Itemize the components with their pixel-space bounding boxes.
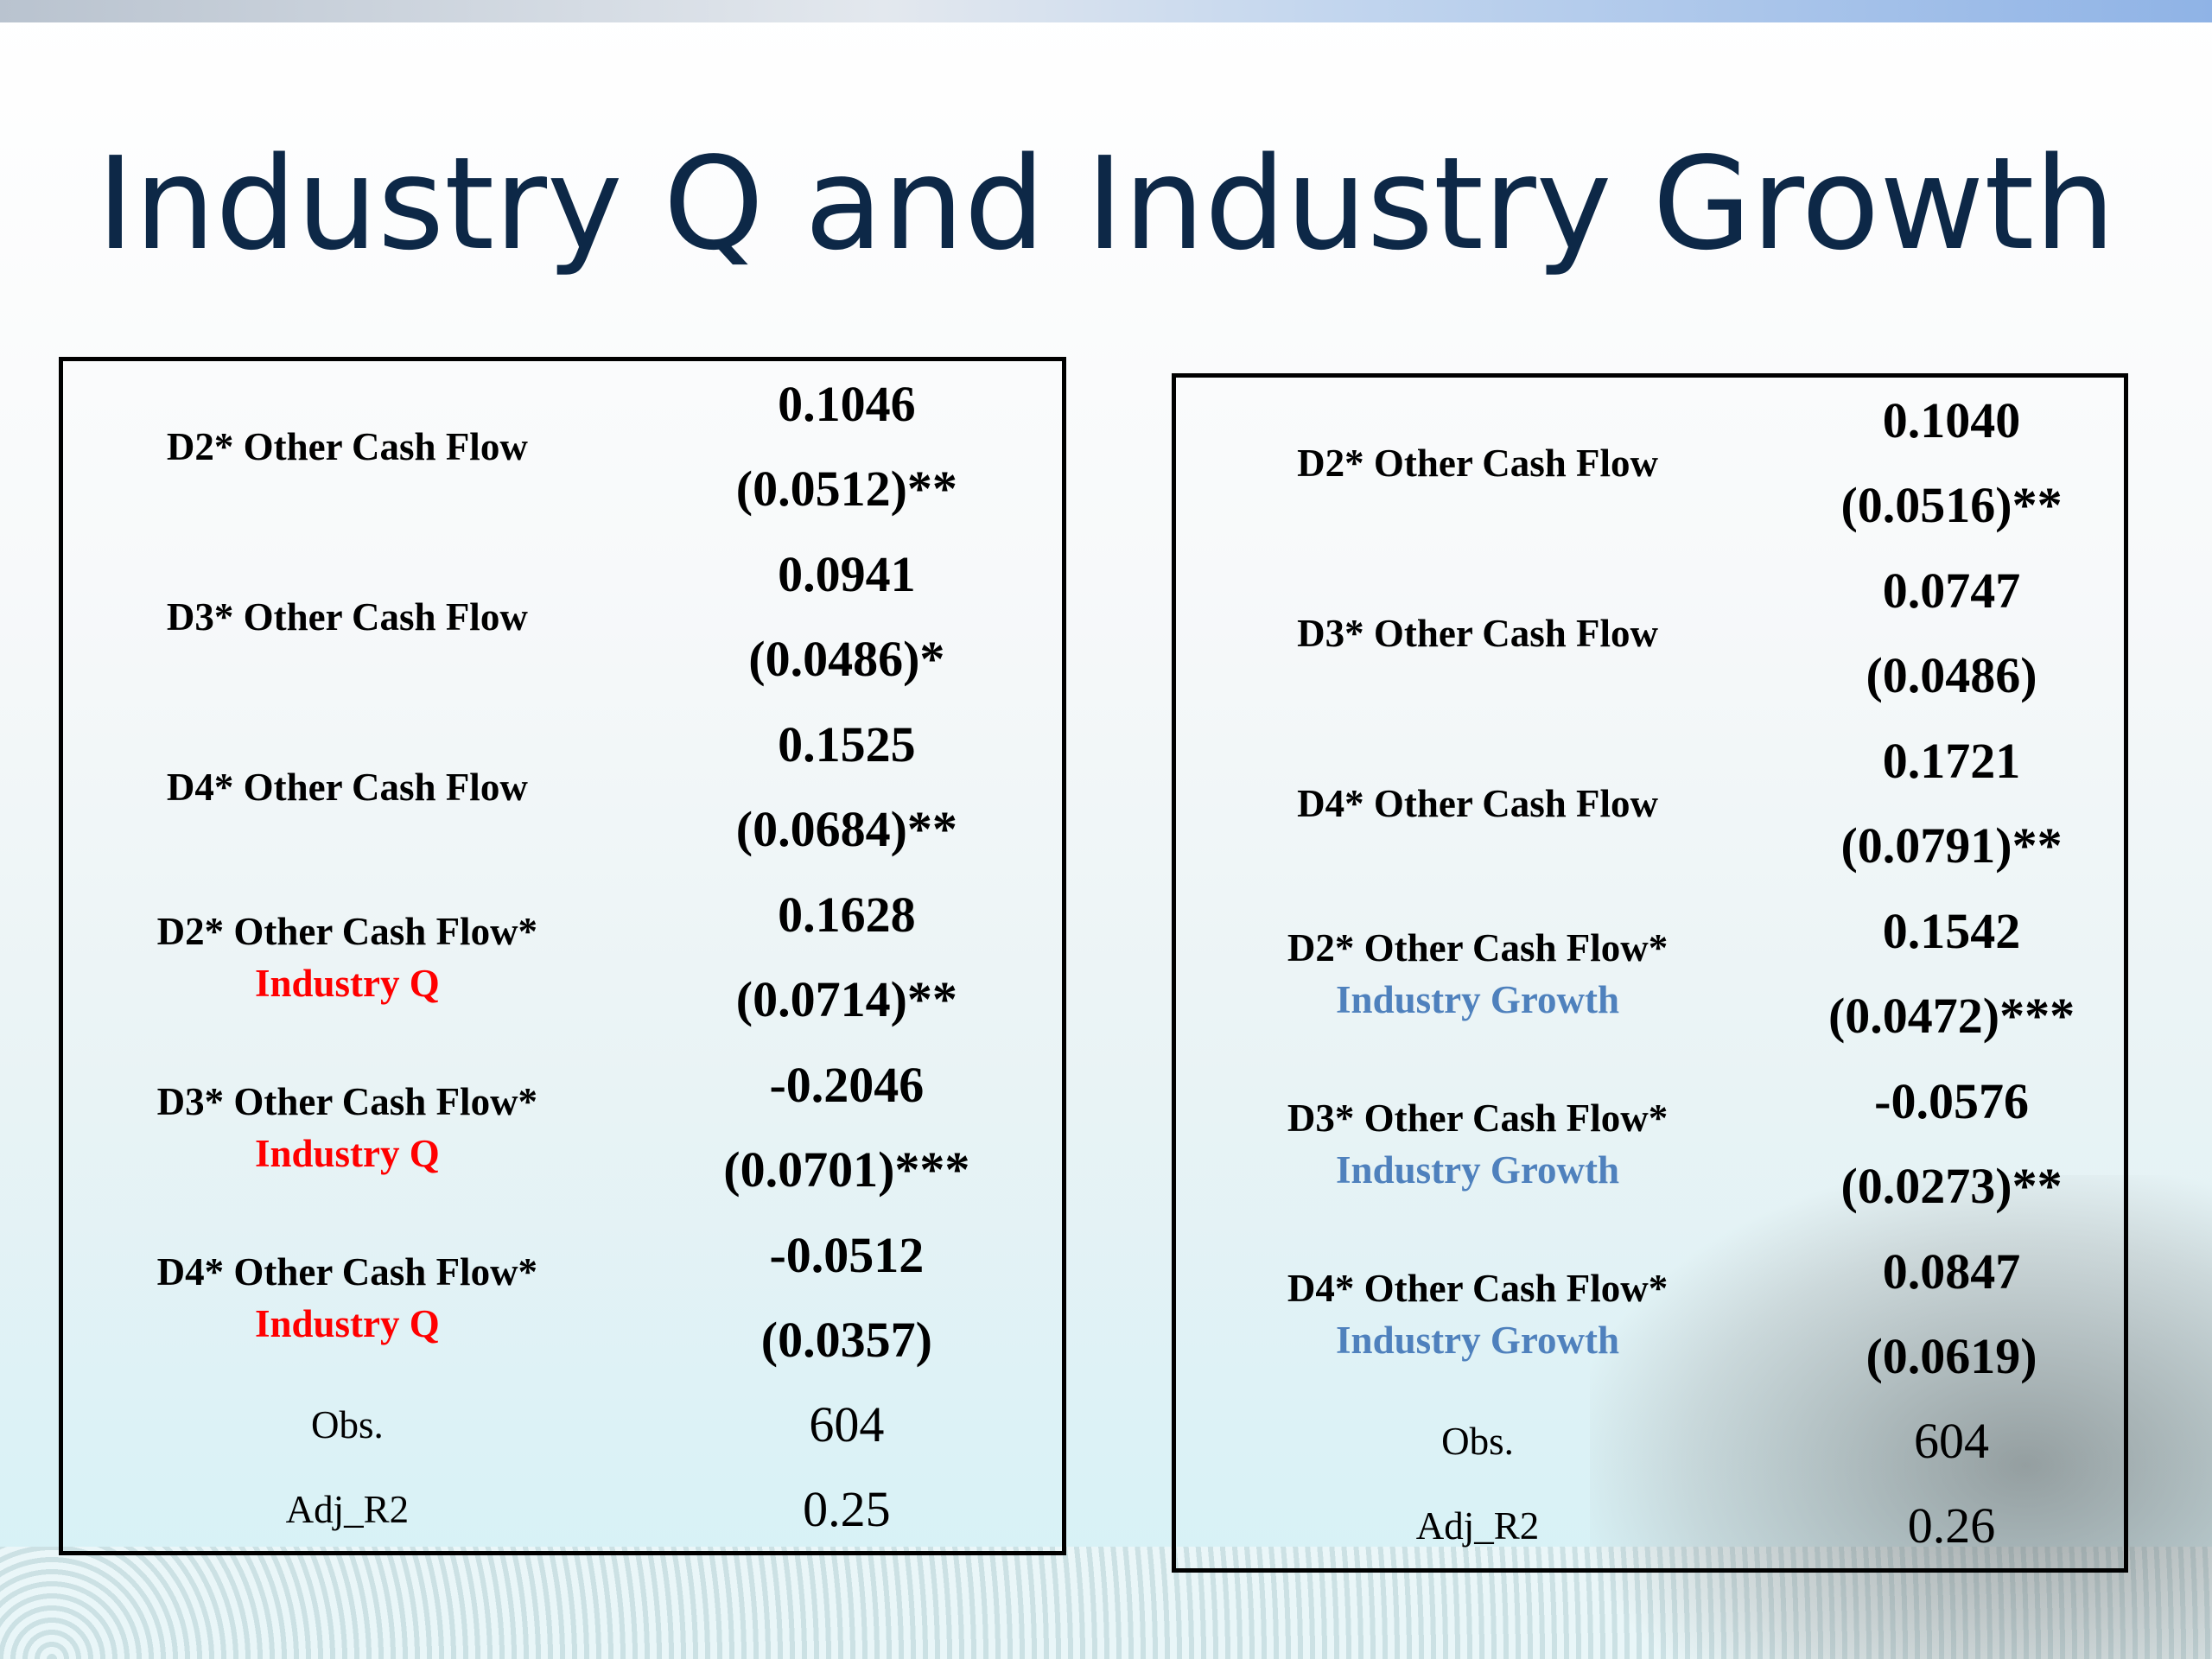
stat-label: Adj_R2 [285,1488,410,1531]
standard-error: (0.0472)*** [1827,987,2075,1044]
standard-error: (0.0684)** [735,800,957,857]
row-label-cell: D4* Other Cash Flow* Industry Growth [1176,1262,1779,1366]
standard-error: (0.0273)** [1840,1157,2063,1214]
table-row: D3* Other Cash Flow 0.0747 (0.0486) [1176,548,2124,718]
row-label: D4* Other Cash Flow [1297,781,1658,825]
stat-label: Obs. [1441,1420,1514,1463]
standard-error: (0.0791)** [1840,817,2063,874]
stat-row: Obs. 604 [1176,1399,2124,1484]
row-sublabel: Industry Q [254,1131,440,1175]
row-label-cell: D2* Other Cash Flow [1176,437,1779,489]
table-row: D2* Other Cash Flow* Industry Q 0.1628 (0.0… [63,872,1062,1042]
row-label-cell: D2* Other Cash Flow [63,421,632,473]
value-cell: -0.2046 (0.0701)*** [632,1043,1062,1212]
value-cell: 0.1040 (0.0516)** [1779,378,2124,548]
coefficient: 0.1525 [778,715,916,772]
row-label: D3* Other Cash Flow [1297,611,1658,655]
row-label-cell: D3* Other Cash Flow [63,591,632,643]
coefficient: 0.0847 [1882,1243,2021,1300]
value-cell: 0.1542 (0.0472)*** [1779,889,2124,1058]
stat-label: Obs. [310,1403,384,1446]
stat-row: Adj_R2 0.26 [1176,1484,2124,1568]
row-sublabel: Industry Growth [1336,977,1620,1021]
table-row: D2* Other Cash Flow* Industry Growth 0.154… [1176,888,2124,1058]
row-sublabel: Industry Q [254,1301,440,1345]
standard-error: (0.0701)*** [723,1141,970,1198]
row-label-cell: D3* Other Cash Flow [1176,607,1779,659]
table-row: D4* Other Cash Flow 0.1721 (0.0791)** [1176,718,2124,888]
stat-row: Obs. 604 [63,1382,1062,1467]
table-row: D4* Other Cash Flow 0.1525 (0.0684)** [63,702,1062,872]
stat-value: 604 [1914,1413,1990,1469]
row-label: D2* Other Cash Flow [166,424,528,468]
table-row: D2* Other Cash Flow 0.1046 (0.0512)** [63,361,1062,531]
standard-error: (0.0357) [760,1311,932,1368]
row-label: D4* Other Cash Flow [166,765,528,809]
table-row: D3* Other Cash Flow* Industry Growth -0.05… [1176,1058,2124,1229]
row-label: D2* Other Cash Flow* [156,909,538,953]
stat-value: 0.26 [1907,1497,1996,1554]
row-label: D3* Other Cash Flow* [156,1079,538,1123]
dragon-decoration [1590,1175,2212,1659]
coefficient: -0.0576 [1874,1072,2029,1129]
table-row: D3* Other Cash Flow* Industry Q -0.2046 (0.… [63,1042,1062,1212]
stat-row: Adj_R2 0.25 [63,1467,1062,1552]
value-cell: -0.0576 (0.0273)** [1779,1059,2124,1229]
value-cell: 0.1628 (0.0714)** [632,873,1062,1042]
standard-error: (0.0714)** [735,970,957,1027]
row-label: D3* Other Cash Flow* [1287,1096,1669,1140]
row-label-cell: D2* Other Cash Flow* Industry Growth [1176,922,1779,1026]
row-label: D2* Other Cash Flow* [1287,925,1669,969]
standard-error: (0.0619) [1866,1327,2037,1384]
coefficient: -0.0512 [769,1226,925,1283]
results-table: D2* Other Cash Flow 0.1040 (0.0516)** D3* O… [1172,373,2128,1573]
coefficient: 0.1542 [1882,902,2021,959]
coefficient: 0.1721 [1882,732,2021,789]
row-sublabel: Industry Q [254,961,440,1005]
value-cell: 0.0747 (0.0486) [1779,549,2124,718]
row-label: D3* Other Cash Flow [166,594,528,639]
row-label: D2* Other Cash Flow [1297,441,1658,485]
standard-error: (0.0516)** [1840,476,2063,533]
value-cell: 0.0941 (0.0486)* [632,532,1062,702]
standard-error: (0.0512)** [735,460,957,517]
value-cell: 0.1525 (0.0684)** [632,702,1062,872]
row-label-cell: D2* Other Cash Flow* Industry Q [63,906,632,1009]
row-label-cell: D4* Other Cash Flow* Industry Q [63,1246,632,1350]
top-stripe [0,0,2212,22]
row-sublabel: Industry Growth [1336,1147,1620,1192]
row-label-cell: D3* Other Cash Flow* Industry Q [63,1076,632,1179]
coefficient: 0.0941 [778,545,916,602]
coefficient: 0.0747 [1882,562,2021,619]
coefficient: -0.2046 [769,1056,925,1113]
row-sublabel: Industry Growth [1336,1318,1620,1362]
value-cell: 0.0847 (0.0619) [1779,1230,2124,1399]
table-row: D2* Other Cash Flow 0.1040 (0.0516)** [1176,378,2124,548]
row-label-cell: D4* Other Cash Flow [1176,778,1779,830]
row-label-cell: D3* Other Cash Flow* Industry Growth [1176,1092,1779,1196]
table-row: D4* Other Cash Flow* Industry Q -0.0512 (0.… [63,1212,1062,1382]
results-table: D2* Other Cash Flow 0.1046 (0.0512)** D3* O… [59,357,1066,1555]
stat-label: Adj_R2 [1415,1504,1540,1548]
standard-error: (0.0486)* [748,630,945,687]
row-label: D4* Other Cash Flow* [1287,1266,1669,1310]
stat-value: 0.25 [803,1481,891,1537]
table-row: D3* Other Cash Flow 0.0941 (0.0486)* [63,531,1062,702]
row-label: D4* Other Cash Flow* [156,1249,538,1294]
slide-title: Industry Q and Industry Growth [96,130,2116,278]
value-cell: 0.1721 (0.0791)** [1779,719,2124,888]
row-label-cell: D4* Other Cash Flow [63,761,632,813]
coefficient: 0.1040 [1882,391,2021,448]
value-cell: 0.1046 (0.0512)** [632,362,1062,531]
table-row: D4* Other Cash Flow* Industry Growth 0.084… [1176,1229,2124,1399]
stat-value: 604 [809,1396,885,1452]
value-cell: -0.0512 (0.0357) [632,1213,1062,1382]
coefficient: 0.1628 [778,886,916,943]
coefficient: 0.1046 [778,375,916,432]
standard-error: (0.0486) [1866,646,2037,703]
